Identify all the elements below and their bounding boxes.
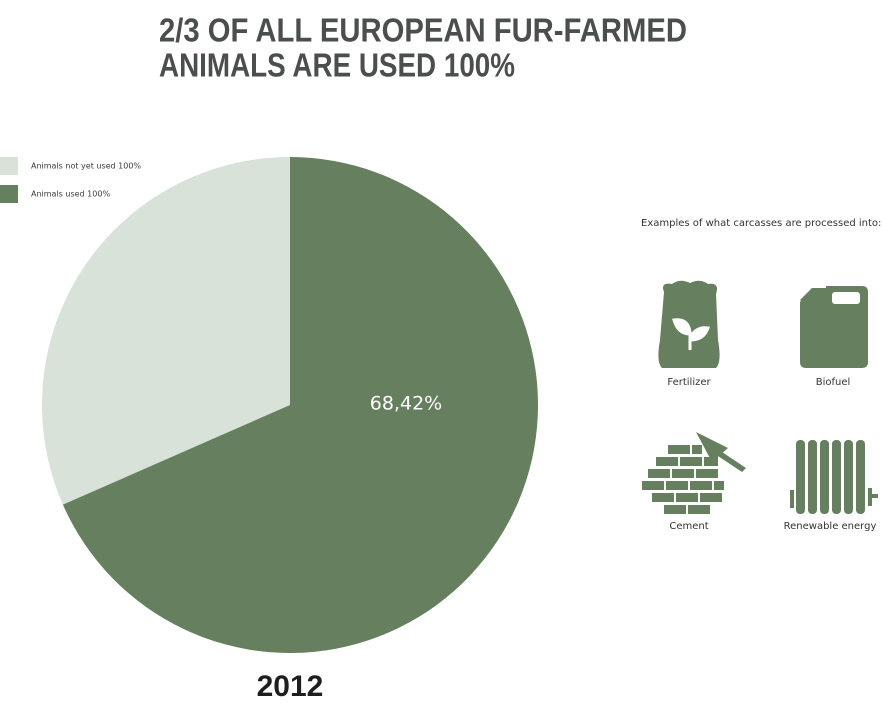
example-label: Renewable energy bbox=[784, 521, 877, 532]
title-line: 2/3 OF ALL EUROPEAN FUR-FARMED bbox=[159, 12, 687, 49]
title-line: ANIMALS ARE USED 100% bbox=[159, 47, 515, 84]
biofuel-icon bbox=[800, 286, 868, 368]
pie-chart: 68,42% Animals not yet used 100% Animals u… bbox=[0, 157, 539, 653]
radiator-icon bbox=[790, 440, 878, 514]
legend-label: Animals not yet used 100% bbox=[31, 162, 141, 171]
subtitle: 2012 bbox=[257, 670, 324, 703]
legend-swatch bbox=[0, 157, 18, 175]
pie-slice bbox=[62, 157, 539, 653]
legend-label: Animals used 100% bbox=[31, 190, 110, 199]
cement-icon bbox=[642, 432, 746, 514]
example-label: Cement bbox=[669, 521, 708, 532]
sidebar-heading: Examples of what carcasses are processed… bbox=[641, 218, 881, 229]
fertilizer-icon bbox=[658, 280, 720, 368]
example-label: Fertilizer bbox=[667, 377, 711, 388]
example-label: Biofuel bbox=[816, 377, 851, 388]
legend-swatch bbox=[0, 185, 18, 203]
pie-slice bbox=[41, 157, 290, 505]
data-label: 68,42% bbox=[370, 393, 442, 415]
